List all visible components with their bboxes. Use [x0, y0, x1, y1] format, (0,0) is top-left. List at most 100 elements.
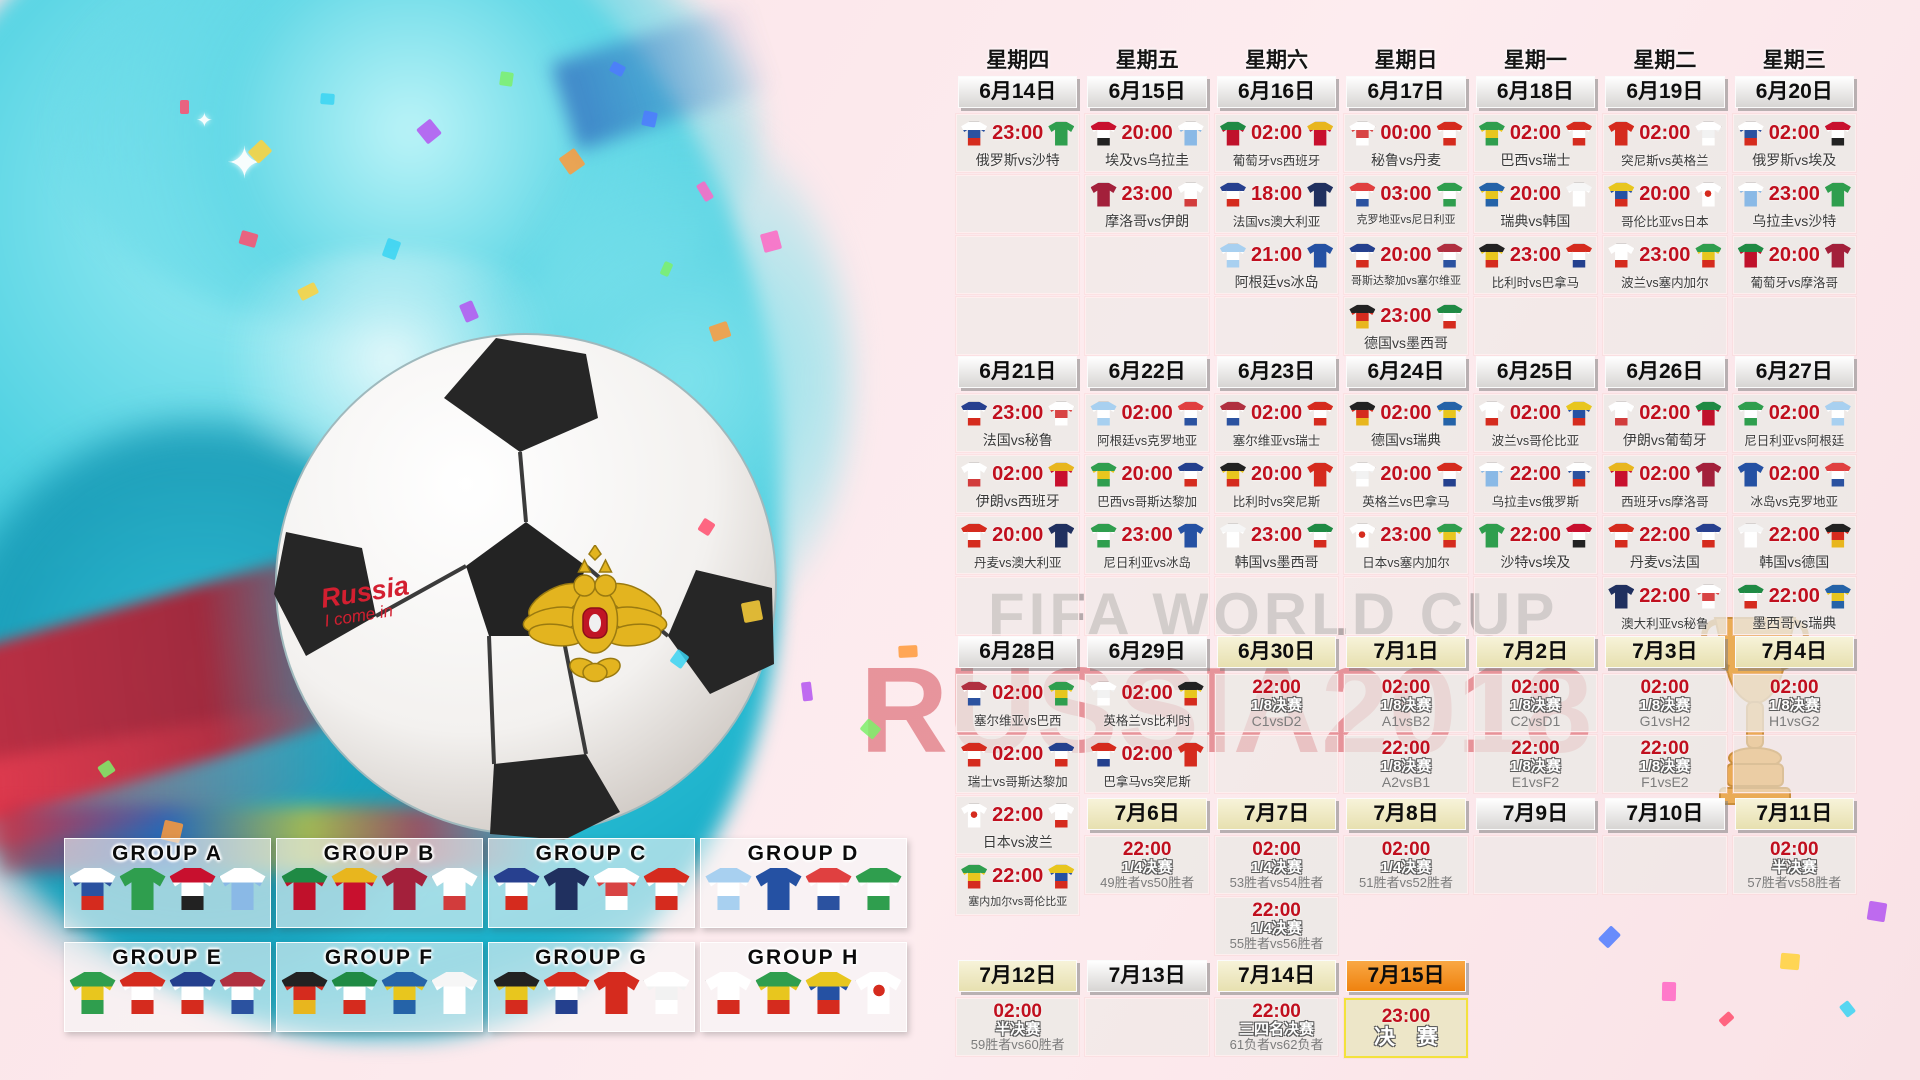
away-jersey-icon	[1177, 681, 1204, 706]
away-jersey-icon	[1824, 182, 1851, 207]
stage-label: 1/8决赛	[1639, 757, 1691, 775]
group-jerseys-row	[489, 868, 694, 910]
match-teams: 摩洛哥vs伊朗	[1105, 213, 1190, 229]
match-teams: 波兰vs哥伦比亚	[1491, 434, 1580, 448]
group-team-jersey-icon	[281, 972, 328, 1014]
away-jersey-icon	[1048, 523, 1075, 548]
match-top-row: 20:00	[1734, 237, 1855, 272]
match-teams: 巴西vs哥斯达黎加	[1097, 495, 1198, 509]
home-jersey-icon	[1737, 243, 1764, 268]
knockout-cell: 22:00 1/4决赛 49胜者vs50胜者	[1085, 836, 1209, 894]
knockout-time: 02:00	[993, 1001, 1043, 1023]
match-cell: 20:00 英格兰vs巴拿马	[1344, 455, 1468, 513]
match-top-row: 23:00	[1086, 176, 1207, 211]
match-top-row: 23:00	[1475, 237, 1596, 272]
knockout-time: 22:00	[1511, 737, 1560, 759]
home-jersey-icon	[1219, 243, 1246, 268]
match-time: 22:00	[1639, 585, 1691, 607]
knockout-time: 02:00	[1769, 676, 1819, 698]
home-jersey-icon	[961, 401, 988, 426]
pairing-label: A2vsB1	[1381, 773, 1431, 790]
confetti-piece	[97, 759, 116, 779]
date-header: 6月16日	[1216, 76, 1337, 108]
empty-cell	[1214, 577, 1339, 635]
match-teams: 墨西哥vs瑞典	[1752, 615, 1837, 631]
match-time: 02:00	[1509, 402, 1561, 424]
away-jersey-icon	[1566, 243, 1592, 268]
date-header: 7月1日	[1346, 636, 1466, 668]
knockout-time: 02:00	[1511, 676, 1560, 698]
knockout-time: 22:00	[1252, 676, 1301, 698]
match-time: 03:00	[1380, 183, 1432, 205]
match-time: 02:00	[1768, 122, 1820, 144]
group-box-f: GROUP F	[276, 942, 483, 1032]
empty-cell	[1214, 735, 1339, 793]
match-time: 20:00	[1639, 183, 1691, 205]
date-header: 7月3日	[1605, 636, 1725, 668]
knockout-cell: 22:00 1/8决赛 F1vsE2	[1603, 735, 1727, 793]
away-jersey-icon	[1824, 401, 1851, 426]
stage-label: 1/4决赛	[1251, 920, 1302, 938]
match-time: 23:00	[1121, 524, 1173, 546]
match-time: 20:00	[1250, 463, 1303, 485]
date-header: 7月7日	[1216, 798, 1337, 830]
navy-brush-streak	[551, 0, 779, 151]
weekday-label: 星期日	[1374, 49, 1438, 72]
match-top-row: 23:00	[957, 395, 1078, 430]
away-jersey-icon	[1177, 523, 1204, 548]
date-header: 6月24日	[1346, 356, 1466, 388]
empty-cell	[956, 297, 1080, 355]
match-cell: 20:00 比利时vs突尼斯	[1214, 455, 1339, 513]
knockout-cell: 22:00 1/8决赛 A2vsB1	[1344, 735, 1468, 793]
date-header: 6月28日	[958, 636, 1078, 668]
pairing-label: G1vsH2	[1639, 712, 1691, 729]
home-jersey-icon	[1608, 243, 1635, 268]
home-jersey-icon	[1737, 182, 1764, 207]
weekday-label: 星期三	[1762, 49, 1826, 72]
group-box-a: GROUP A	[64, 838, 271, 928]
empty-cell	[956, 175, 1080, 233]
match-top-row: 02:00	[1475, 395, 1596, 430]
group-jerseys-row	[277, 868, 482, 910]
date-header: 7月8日	[1346, 798, 1466, 830]
match-top-row: 02:00	[1734, 395, 1855, 430]
match-time: 02:00	[1639, 122, 1691, 144]
final-cell: 23:00 决 赛	[1344, 998, 1468, 1058]
match-top-row: 20:00	[1216, 456, 1337, 491]
home-jersey-icon	[1349, 523, 1376, 548]
calendar-day: 6月24日 02:00 德国vs瑞典 20:00 英格兰vs巴拿马 23:00 日本vs塞内…	[1344, 356, 1468, 638]
confetti-piece	[416, 118, 442, 145]
empty-cell	[1603, 836, 1727, 894]
home-jersey-icon	[1090, 401, 1117, 426]
away-jersey-icon	[1307, 523, 1334, 548]
away-jersey-icon	[1436, 121, 1463, 146]
weekday-label: 星期四	[986, 49, 1050, 72]
calendar-day: 6月26日 02:00 伊朗vs葡萄牙 02:00 西班牙vs摩洛哥 22:00 丹麦vs法…	[1603, 356, 1727, 638]
pairing-label: 59胜者vs60胜者	[970, 1037, 1065, 1053]
match-top-row: 22:00	[1734, 578, 1855, 613]
home-jersey-icon	[1090, 681, 1117, 706]
match-cell: 22:00 澳大利亚vs秘鲁	[1603, 577, 1727, 635]
match-cell: 03:00 克罗地亚vs尼日利亚	[1344, 175, 1468, 233]
stage-label: 三四名决赛	[1239, 1021, 1315, 1039]
away-jersey-icon	[1695, 462, 1722, 487]
stage-label: 1/8决赛	[1639, 696, 1691, 714]
match-teams: 德国vs瑞典	[1370, 432, 1441, 448]
confetti-piece	[800, 681, 814, 702]
calendar-week: 6月14日 23:00 俄罗斯vs沙特 6月15日 20:00 埃及vs乌拉圭 23:00 摩…	[956, 76, 1856, 355]
group-title: GROUP D	[747, 842, 860, 865]
match-cell: 20:00 丹麦vs澳大利亚	[956, 516, 1080, 574]
match-teams: 西班牙vs摩洛哥	[1621, 495, 1709, 509]
date-header: 6月22日	[1087, 356, 1207, 388]
match-top-row: 22:00	[957, 797, 1078, 832]
away-jersey-icon	[1436, 304, 1463, 329]
home-jersey-icon	[1090, 742, 1117, 767]
group-team-jersey-icon	[755, 868, 802, 910]
match-time: 02:00	[1380, 402, 1432, 424]
group-team-jersey-icon	[431, 868, 478, 910]
match-cell: 00:00 秘鲁vs丹麦	[1344, 114, 1468, 172]
match-time: 23:00	[1121, 183, 1173, 205]
pairing-label: F1vsE2	[1641, 773, 1689, 790]
match-teams: 巴西vs瑞士	[1500, 152, 1571, 168]
